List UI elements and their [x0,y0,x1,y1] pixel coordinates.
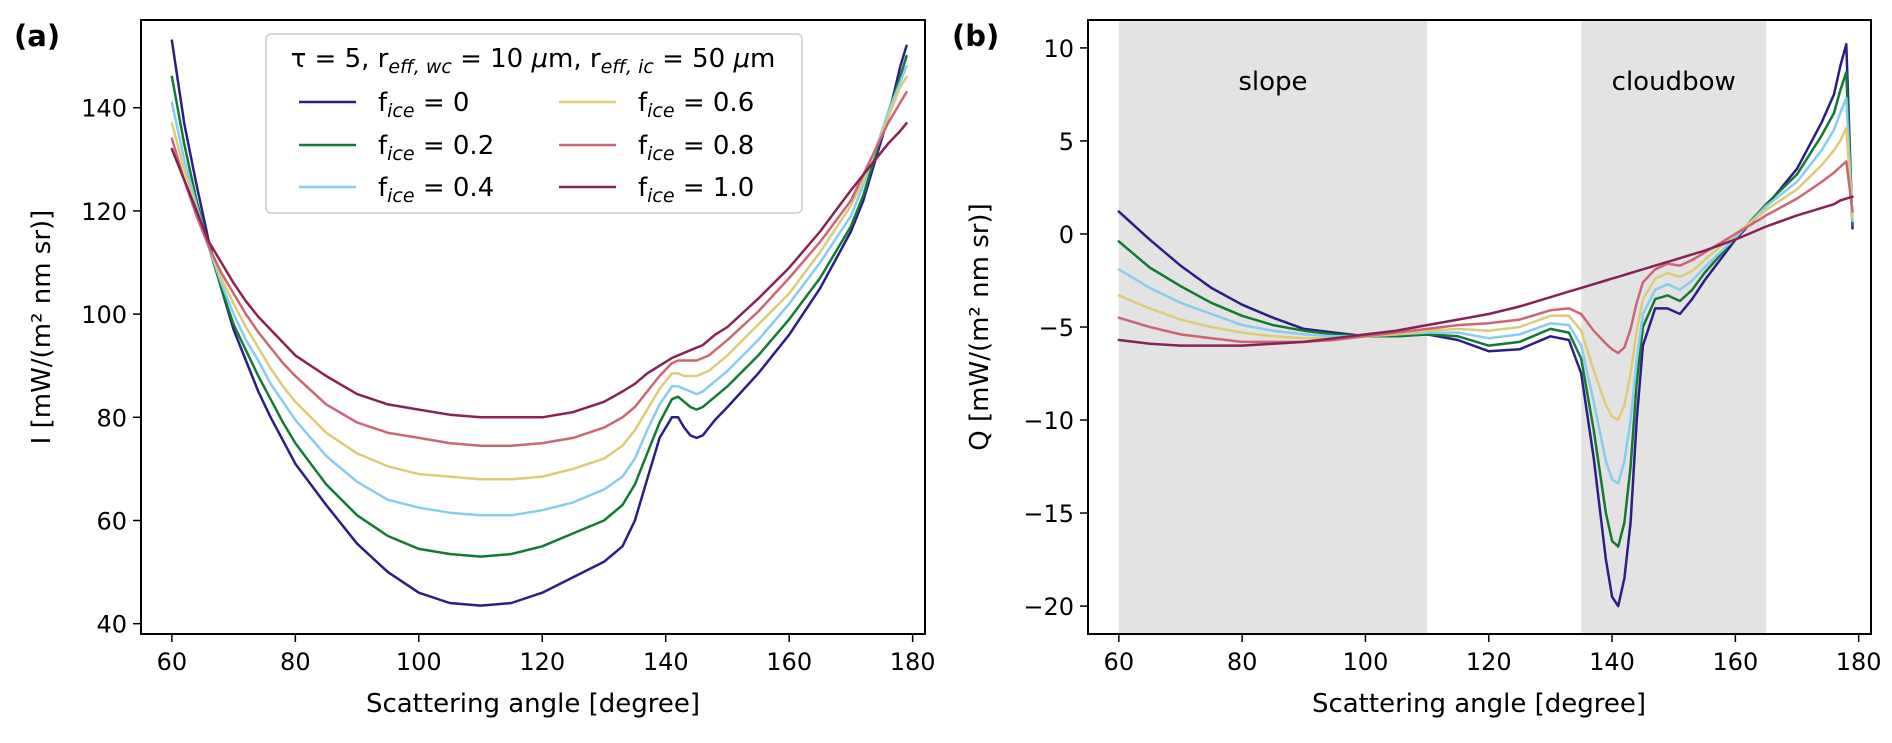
series-line-fice-0.6 [170,75,908,481]
x-tick-label: 140 [1589,648,1635,676]
x-tick-label: 160 [766,648,812,676]
panel-b-x-ticks: 60 80 100 120 140 160 180 [1104,634,1882,676]
series-line-fice-0.4 [1117,96,1854,485]
shaded-region-slope [1118,21,1428,633]
panel-a-legend: τ = 5, reff, wc = 10 μm, reff, ic = 50 μ… [265,33,803,214]
y-tick-label: 60 [96,507,127,535]
y-tick-label: −20 [1023,593,1074,621]
panel-a-series [170,39,908,607]
y-tick-label: 100 [81,301,127,329]
series-line-fice-0.4 [170,65,908,517]
series-line-fice-1.0 [1117,195,1854,347]
x-tick-label: 100 [1343,648,1389,676]
panel-b-x-axis-label: Scattering angle [degree] [1312,689,1646,719]
y-tick-label: 5 [1059,128,1074,156]
legend-title: τ = 5, reff, wc = 10 μm, reff, ic = 50 μ… [291,44,776,78]
x-tick-label: 80 [280,648,311,676]
x-tick-label: 60 [1104,648,1135,676]
panel-b-shading: slope cloudbow [1118,21,1767,633]
x-tick-label: 180 [1836,648,1882,676]
panel-a-axes-frame [140,19,926,635]
x-tick-label: 120 [519,648,565,676]
series-line-fice-0.2 [170,54,908,558]
y-tick-label: 80 [96,404,127,432]
panel-a-x-ticks: 60 80 100 120 140 160 180 [157,634,936,676]
panel-a-y-ticks: 40 60 80 100 120 140 [81,95,141,639]
legend-box [265,33,803,214]
shaded-region-label-slope: slope [1238,67,1307,97]
panel-a-x-axis-label: Scattering angle [degree] [366,689,700,719]
panel-b-y-ticks: −20 −15 −10 −5 0 5 10 [1023,35,1088,621]
shaded-region-cloudbow [1581,21,1767,633]
y-tick-label: 0 [1059,221,1074,249]
x-tick-label: 180 [890,648,936,676]
series-line-fice-1.0 [170,121,908,419]
panel-a-y-axis-label: I [mW/(m² nm sr)] [27,210,57,445]
x-tick-label: 160 [1712,648,1758,676]
series-line-fice-0.8 [170,90,908,447]
x-tick-label: 120 [1466,648,1512,676]
x-tick-label: 100 [396,648,442,676]
chart-panel-a: 60 80 100 120 140 160 180 40 60 80 100 120 140 Scat… [27,19,936,719]
x-tick-label: 80 [1227,648,1258,676]
chart-panel-b: slope cloudbow 60 80 100 120 140 160 180 −20−15… [965,19,1882,719]
legend-label-fice-0.4: fice = 0.4 [378,173,494,207]
x-tick-label: 60 [157,648,188,676]
y-tick-label: −5 [1039,314,1074,342]
series-line-fice-0.6 [1117,126,1854,422]
x-tick-label: 140 [643,648,689,676]
series-line-fice-0 [170,39,908,607]
legend-label-fice-1.0: fice = 1.0 [638,173,754,207]
panel-b-series [1117,42,1854,608]
panel-a-label: (a) [14,19,60,53]
panel-b-y-axis-label: Q [mW/(m² nm sr)] [965,203,995,450]
y-tick-label: −10 [1023,407,1074,435]
y-tick-label: 40 [96,611,127,639]
y-tick-label: −15 [1023,500,1074,528]
shaded-region-label-cloudbow: cloudbow [1612,67,1736,97]
y-tick-label: 10 [1043,35,1074,63]
y-tick-label: 140 [81,95,127,123]
panel-b-label: (b) [952,19,999,53]
y-tick-label: 120 [81,198,127,226]
